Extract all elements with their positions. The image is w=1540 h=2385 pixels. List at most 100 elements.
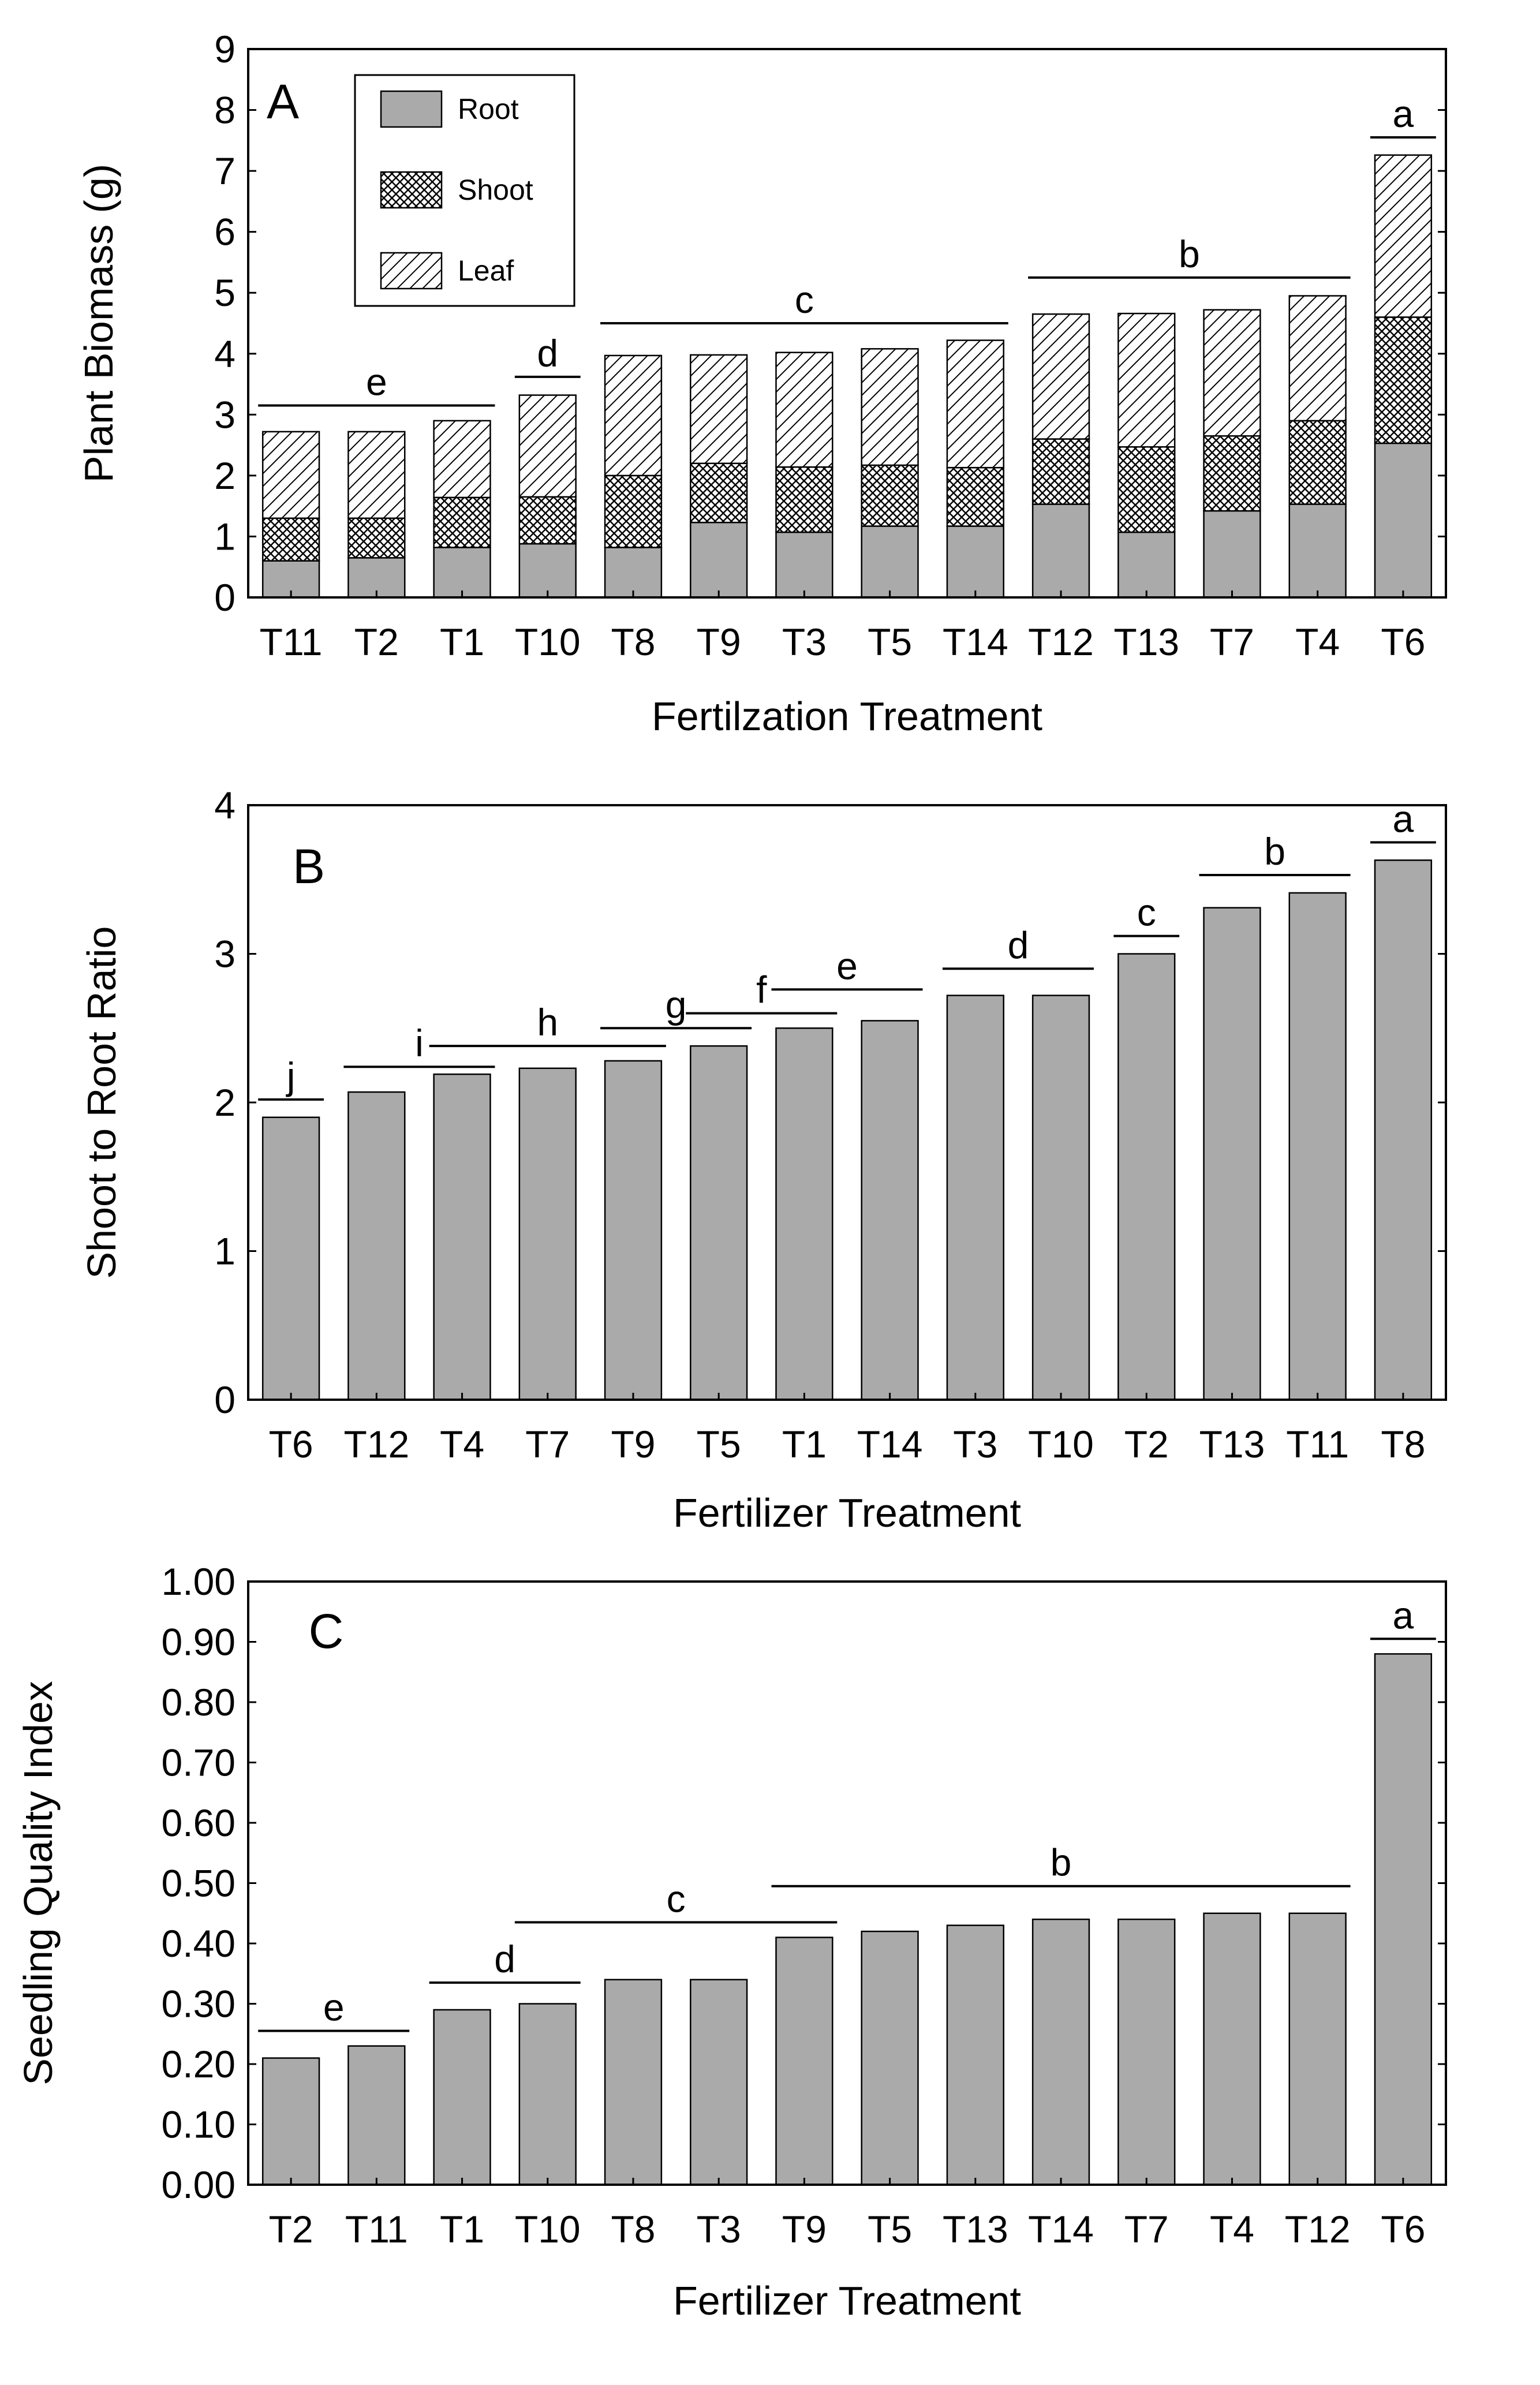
bar-t5 [861, 1930, 919, 2186]
x-tick-label-t6: T6 [1381, 2208, 1425, 2251]
panel-letter: C [309, 1604, 344, 1658]
significance-letter-c: c [1137, 891, 1156, 934]
bar-shoot-t8 [604, 474, 663, 548]
significance-letter-b: b [1264, 830, 1285, 873]
bar-t3 [946, 995, 1004, 1401]
significance-letter-f: f [756, 969, 767, 1011]
x-tick-label-t8: T8 [1381, 1423, 1425, 1466]
y-axis-title: Plant Biomass (g) [76, 164, 121, 483]
bar-shoot-t6 [1374, 316, 1433, 444]
y-tick-label: 8 [214, 89, 236, 132]
x-tick-label-t14: T14 [857, 1423, 923, 1466]
x-tick-label-t6: T6 [1381, 620, 1425, 663]
legend-swatch-root [380, 90, 443, 128]
x-tick-label-t12: T12 [1285, 2208, 1351, 2251]
legend-label-root: Root [458, 93, 519, 125]
x-tick-label-t11: T11 [345, 2208, 408, 2251]
legend-swatch-shoot [380, 171, 443, 209]
y-tick-label: 3 [214, 393, 236, 436]
significance-letter-i: i [415, 1022, 424, 1064]
y-tick-label: 0.30 [162, 1983, 236, 2025]
significance-letter-b: b [1179, 233, 1200, 275]
bar-shoot-t1 [433, 496, 491, 548]
bar-t9 [604, 1060, 663, 1401]
y-tick-label: 2 [214, 1081, 236, 1124]
bar-t4 [433, 1073, 491, 1401]
bar-t11 [1288, 892, 1347, 1401]
bar-shoot-t3 [775, 466, 833, 533]
bar-root-t10 [518, 543, 577, 599]
x-tick-label-t13: T13 [1199, 1423, 1265, 1466]
bar-shoot-t9 [690, 462, 748, 524]
bar-t10 [518, 2003, 577, 2186]
y-tick-label: 4 [214, 784, 236, 827]
bar-leaf-t13 [1117, 312, 1176, 448]
bar-root-t1 [433, 547, 491, 599]
y-tick-label: 0.00 [162, 2163, 236, 2206]
bar-shoot-t14 [946, 466, 1004, 527]
significance-letter-b: b [1051, 1841, 1072, 1884]
bar-shoot-t4 [1288, 420, 1347, 505]
bar-leaf-t12 [1031, 313, 1090, 440]
significance-letter-e: e [323, 1986, 345, 2029]
x-tick-label-t7: T7 [1124, 2208, 1169, 2251]
plot-frame [247, 804, 1447, 1401]
x-tick-label-t4: T4 [1210, 2208, 1254, 2251]
panel-letter: A [267, 74, 299, 129]
y-tick-label: 0.10 [162, 2103, 236, 2146]
y-tick-label: 1 [214, 1230, 236, 1273]
x-tick-label-t3: T3 [782, 620, 827, 663]
bar-leaf-t10 [518, 394, 577, 498]
significance-letter-e: e [836, 944, 858, 987]
bar-t11 [347, 2045, 406, 2186]
bar-leaf-t11 [261, 431, 320, 519]
x-tick-label-t12: T12 [343, 1423, 409, 1466]
significance-letter-j: j [286, 1055, 296, 1097]
x-tick-label-t1: T1 [440, 2208, 484, 2251]
bar-t14 [1031, 1918, 1090, 2186]
bar-t6 [261, 1116, 320, 1401]
bar-leaf-t6 [1374, 154, 1433, 318]
bar-leaf-t9 [690, 354, 748, 465]
x-tick-label-t1: T1 [782, 1423, 827, 1466]
y-tick-label: 0.80 [162, 1681, 236, 1724]
bar-leaf-t5 [861, 348, 919, 466]
bar-root-t7 [1203, 510, 1261, 599]
bar-t14 [861, 1020, 919, 1401]
x-tick-label-t1: T1 [440, 620, 484, 663]
y-tick-label: 0.40 [162, 1922, 236, 1965]
bar-leaf-t2 [347, 431, 406, 519]
x-tick-label-t8: T8 [611, 620, 655, 663]
y-tick-label: 6 [214, 211, 236, 253]
bar-t13 [946, 1924, 1004, 2186]
bar-t2 [1117, 953, 1176, 1401]
y-tick-label: 2 [214, 454, 236, 497]
y-tick-label: 0.70 [162, 1741, 236, 1784]
y-tick-label: 4 [214, 332, 236, 375]
y-tick-label: 0.90 [162, 1621, 236, 1663]
bar-leaf-t4 [1288, 295, 1347, 422]
bar-t9 [775, 1937, 833, 2186]
y-tick-label: 9 [214, 28, 236, 70]
bar-t2 [261, 2057, 320, 2186]
bar-leaf-t1 [433, 420, 491, 499]
y-tick-label: 7 [214, 149, 236, 192]
x-tick-label-t10: T10 [1028, 1423, 1094, 1466]
bar-leaf-t8 [604, 354, 663, 477]
y-tick-label: 3 [214, 933, 236, 975]
x-tick-label-t4: T4 [1295, 620, 1340, 663]
bar-t10 [1031, 995, 1090, 1401]
x-tick-label-t2: T2 [269, 2208, 313, 2251]
bar-leaf-t7 [1203, 309, 1261, 437]
panel-b: 0 1 2 3 4 T6 T12 T4 T7 T9 T5 T1 T14 T3 T10 T2 T13 T11 T8 Fe… [79, 784, 1447, 1535]
y-tick-label: 1 [214, 515, 236, 558]
y-tick-label: 1.00 [162, 1560, 236, 1603]
x-tick-label-t14: T14 [943, 620, 1008, 663]
x-tick-label-t14: T14 [1028, 2208, 1094, 2251]
bar-root-t9 [690, 521, 748, 599]
bar-t1 [433, 2009, 491, 2186]
y-tick-label: 0.50 [162, 1862, 236, 1905]
x-tick-label-t13: T13 [1113, 620, 1179, 663]
panel-letter: B [293, 839, 325, 894]
x-axis-title: Fertilizer Treatment [673, 2278, 1021, 2323]
